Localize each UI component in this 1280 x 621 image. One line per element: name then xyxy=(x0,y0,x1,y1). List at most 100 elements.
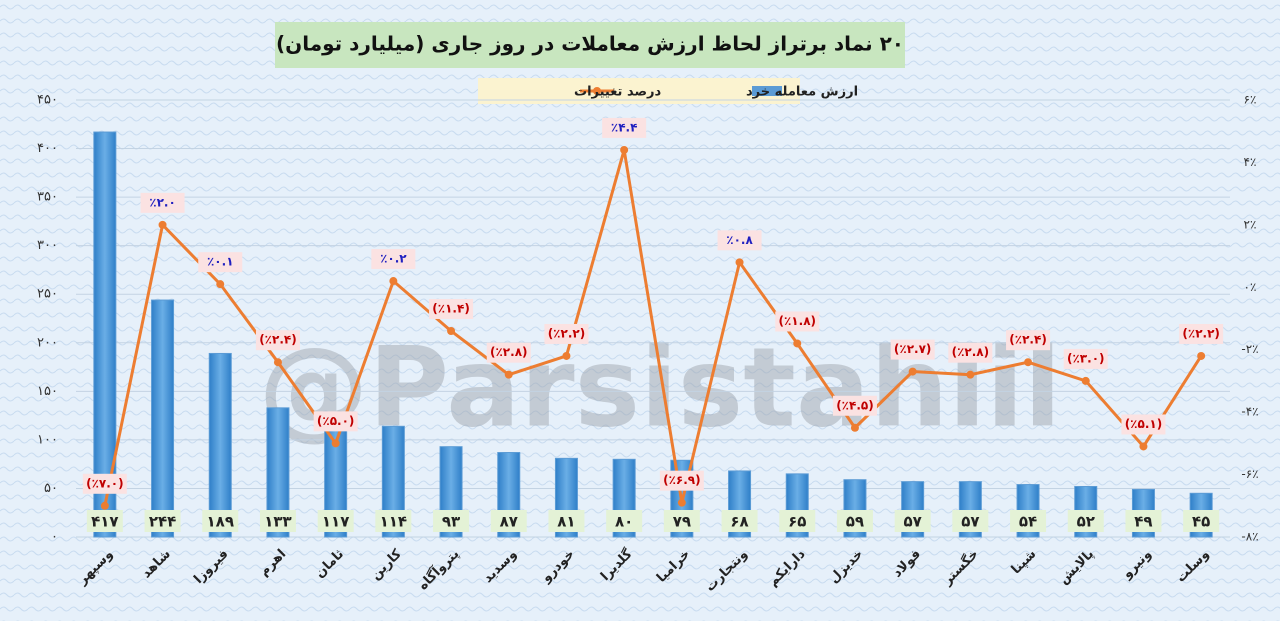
y2-tick-label: -۶٪ xyxy=(1241,467,1258,481)
chart-title: ۲۰ نماد برتراز لحاظ ارزش معاملات در روز … xyxy=(276,32,904,56)
line-value-label: (٪۲.۸) xyxy=(490,345,528,359)
bar-value-label: ۸۰ xyxy=(615,513,633,531)
line-point xyxy=(273,358,282,367)
line-label-box xyxy=(313,411,358,432)
bar-value-label: ۷۹ xyxy=(673,513,691,531)
line-point xyxy=(331,439,340,448)
y-tick-label: ۱۵۰ xyxy=(37,384,58,399)
y2-tick-label: ۰٪ xyxy=(1244,280,1257,294)
line-value-label: (٪۵.۱) xyxy=(1125,417,1163,431)
line-point xyxy=(158,220,167,229)
bar-label-box xyxy=(317,510,354,532)
bar xyxy=(208,352,232,538)
bar-value-label: ۵۹ xyxy=(846,513,864,531)
line-point xyxy=(1197,351,1206,360)
line-point xyxy=(447,326,456,335)
line-label-box xyxy=(1121,414,1166,435)
bar-label-box xyxy=(548,510,585,532)
line-point xyxy=(850,423,859,432)
bar-label-box xyxy=(144,510,181,532)
line-label-box xyxy=(659,470,704,491)
legend-label: ارزش معامله خرد xyxy=(746,85,858,100)
line-value-label: (٪۲.۲) xyxy=(1182,326,1220,340)
line-point xyxy=(389,277,398,286)
bar-value-label: ۵۷ xyxy=(961,513,979,531)
line-point xyxy=(562,351,571,360)
bar-value-label: ۵۲ xyxy=(1077,513,1095,531)
line-label-box xyxy=(832,395,877,416)
bar-value-label: ۵۴ xyxy=(1019,513,1037,531)
line-value-label: (٪۱.۴) xyxy=(432,301,470,315)
y-tick-label: ۳۵۰ xyxy=(37,190,58,205)
line-value-label: ٪۰.۸ xyxy=(726,233,753,247)
line-label-box xyxy=(486,342,531,363)
line-value-label: (٪۳.۰) xyxy=(1067,351,1105,365)
y2-tick-label: -۸٪ xyxy=(1241,530,1258,544)
legend-label: درصد تغییرات xyxy=(574,85,662,100)
bar-label-box xyxy=(490,510,527,532)
bar xyxy=(381,425,405,538)
line-value-label: (٪۶.۹) xyxy=(663,473,701,487)
line-value-label: (٪۲.۷) xyxy=(894,342,932,356)
bar xyxy=(266,407,290,538)
y2-tick-label: -۴٪ xyxy=(1241,405,1258,419)
line-point xyxy=(504,370,513,379)
bar-value-label: ۱۳۳ xyxy=(264,513,291,531)
line-point xyxy=(100,501,109,510)
line-label-box xyxy=(948,342,993,363)
line-label-box xyxy=(82,473,127,494)
line-label-box xyxy=(544,323,589,344)
legend-swatch xyxy=(593,87,601,95)
bar-value-label: ۱۱۴ xyxy=(380,513,407,531)
bar-label-box xyxy=(1125,510,1162,532)
line-point xyxy=(1024,358,1033,367)
bar-label-box xyxy=(1183,510,1220,532)
line-label-box xyxy=(1006,330,1051,351)
line-point xyxy=(1139,442,1148,451)
line-label-box xyxy=(371,249,416,270)
line-value-label: (٪۴.۵) xyxy=(836,398,874,412)
line-point xyxy=(620,145,629,154)
y-tick-label: ۱۰۰ xyxy=(37,432,58,447)
y2-tick-label: -۲٪ xyxy=(1241,342,1258,356)
line-value-label: (٪۵.۰) xyxy=(317,414,355,428)
bar xyxy=(151,299,175,538)
y-tick-label: ۲۵۰ xyxy=(37,287,58,302)
line-value-label: ٪۲.۰ xyxy=(149,195,176,209)
y2-tick-label: ۶٪ xyxy=(1244,93,1257,107)
bar-label-box xyxy=(433,510,470,532)
line-value-label: (٪۷.۰) xyxy=(86,476,124,490)
line-label-box xyxy=(198,252,243,273)
bar-value-label: ۵۷ xyxy=(903,513,921,531)
line-label-box xyxy=(775,311,820,332)
line-point xyxy=(966,370,975,379)
line-point xyxy=(793,339,802,348)
bar xyxy=(93,131,117,538)
y-tick-label: ۴۰۰ xyxy=(37,141,58,156)
line-point xyxy=(908,367,917,376)
line-label-box xyxy=(1063,348,1108,369)
line-point xyxy=(216,280,225,289)
bar-value-label: ۴۱۷ xyxy=(91,513,118,531)
bar-value-label: ۱۱۷ xyxy=(322,513,349,531)
y-tick-label: ۴۵۰ xyxy=(37,93,58,108)
line-value-label: (٪۲.۴) xyxy=(259,333,297,347)
line-value-label: (٪۲.۸) xyxy=(952,345,990,359)
y-tick-label: ۰ xyxy=(51,530,58,545)
y-tick-label: ۲۰۰ xyxy=(37,335,58,350)
bar-value-label: ۴۵ xyxy=(1192,513,1210,531)
bar-value-label: ۶۵ xyxy=(788,513,806,531)
line-point xyxy=(735,258,744,267)
bar-value-label: ۸۷ xyxy=(500,513,518,531)
y2-tick-label: ۲٪ xyxy=(1244,217,1257,231)
line-label-box xyxy=(429,298,474,319)
line-value-label: ٪۰.۲ xyxy=(380,252,407,266)
bar-value-label: ۸۱ xyxy=(557,513,575,531)
bar-value-label: ۹۳ xyxy=(442,513,460,531)
line-value-label: ٪۰.۱ xyxy=(207,255,234,269)
line-label-box xyxy=(1179,323,1224,344)
bar-value-label: ۶۸ xyxy=(730,513,748,531)
bar-value-label: ۴۹ xyxy=(1134,513,1152,531)
